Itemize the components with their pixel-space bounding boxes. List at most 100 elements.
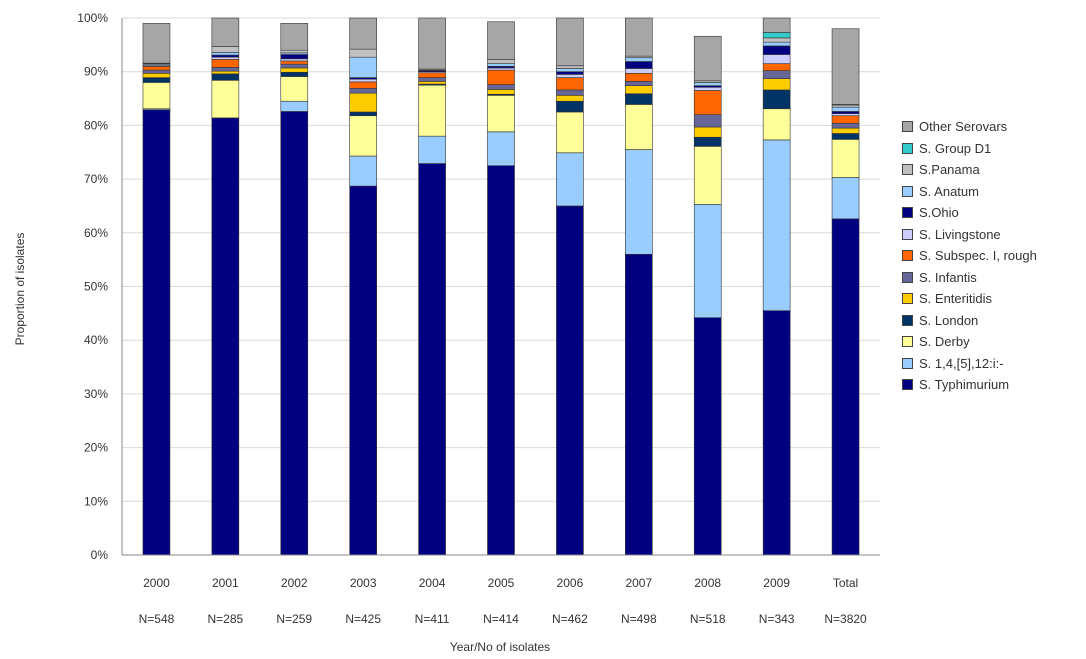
- bar-segment: [762, 41, 791, 47]
- legend-swatch: [902, 228, 913, 240]
- bar-segment: [280, 100, 309, 112]
- bar-segment: [693, 126, 722, 138]
- bar-segment: [349, 92, 377, 113]
- x-count-label: N=3820: [824, 612, 867, 626]
- bar-segment: [625, 85, 653, 95]
- bar-segment: [349, 78, 377, 83]
- legend-swatch: [902, 142, 913, 154]
- bar-segment: [142, 73, 171, 78]
- bar-segment: [762, 89, 791, 110]
- bar-segment: [556, 89, 584, 96]
- legend-label: S. Enteritidis: [919, 291, 992, 307]
- bar-segment: [762, 17, 791, 33]
- bar-segment: [142, 109, 171, 556]
- bar-segment: [349, 48, 377, 58]
- x-count-label: N=462: [552, 612, 588, 626]
- y-tick-label: 20%: [84, 441, 108, 455]
- legend-swatch: [902, 121, 913, 133]
- x-tick-label: 2004: [419, 576, 446, 590]
- bar-segment: [418, 72, 446, 78]
- bar-segment: [831, 104, 860, 108]
- y-tick-label: 50%: [84, 280, 108, 294]
- bar-segment: [280, 23, 309, 51]
- x-tick-label: 2001: [212, 576, 239, 590]
- bar-segment: [762, 139, 791, 311]
- x-count-label: N=411: [415, 612, 450, 626]
- bar-segment: [487, 67, 515, 71]
- bar-segment: [831, 177, 860, 220]
- bar-segment: [693, 136, 722, 147]
- y-tick-label: 80%: [84, 118, 108, 132]
- bar-segment: [831, 127, 860, 134]
- legend-label: S.Ohio: [919, 205, 959, 221]
- bar-segment: [211, 67, 240, 72]
- bar-segment: [349, 111, 377, 117]
- bar-segment: [418, 17, 446, 70]
- legend-item: Other Serovars: [902, 116, 1037, 138]
- bar-segment: [625, 81, 653, 86]
- x-tick-label: 2003: [350, 576, 377, 590]
- bar-segment: [487, 69, 515, 85]
- legend-item: S. Derby: [902, 331, 1037, 353]
- bar-segment: [280, 63, 309, 69]
- axes: 0% 10% 20% 30% 40% 50% 60% 70% 80% 90% 100% 2000 N=5…: [77, 11, 880, 626]
- bar-segment: [762, 310, 791, 556]
- bar-segment: [556, 71, 584, 75]
- y-tick-label: 70%: [84, 172, 108, 186]
- x-count-label: N=498: [621, 612, 657, 626]
- bar-segment: [349, 155, 377, 187]
- bar-segment: [831, 139, 860, 178]
- x-tick-label: 2000: [143, 576, 170, 590]
- bar-segment: [556, 74, 584, 78]
- legend-item: S. London: [902, 310, 1037, 332]
- bar-segment: [211, 56, 240, 60]
- bar-segment: [211, 54, 240, 58]
- x-count-label: N=425: [345, 612, 381, 626]
- bar-segment: [418, 81, 446, 85]
- bar-segment: [693, 86, 722, 91]
- legend-label: Other Serovars: [919, 119, 1008, 135]
- legend-item: S. Group D1: [902, 138, 1037, 160]
- x-count-label: N=548: [139, 612, 175, 626]
- bar-segment: [625, 253, 653, 556]
- x-count-label: N=414: [483, 612, 519, 626]
- bar-segment: [693, 82, 722, 86]
- bar-segment: [211, 70, 240, 75]
- bar-segment: [211, 117, 240, 556]
- bar-segment: [418, 84, 446, 137]
- y-tick-label: 60%: [84, 226, 108, 240]
- bar-segment: [211, 17, 240, 47]
- bar-segment: [280, 60, 309, 65]
- bar-segment: [211, 73, 240, 81]
- legend-label: S.Panama: [919, 162, 980, 178]
- bar-segment: [487, 165, 515, 556]
- bar-segment: [556, 152, 584, 207]
- bar-segment: [556, 100, 584, 113]
- bar-segment: [693, 114, 722, 128]
- x-tick-label: 2007: [625, 576, 652, 590]
- legend-label: S. Infantis: [919, 269, 977, 285]
- bar-segment: [693, 90, 722, 115]
- bar-segment: [487, 95, 515, 133]
- bar-segment: [831, 113, 860, 117]
- bar-segment: [625, 61, 653, 69]
- y-tick-label: 0%: [91, 548, 109, 562]
- bar-segment: [831, 115, 860, 124]
- bar-segment: [625, 149, 653, 255]
- bar-segment: [418, 135, 446, 164]
- y-tick-label: 40%: [84, 333, 108, 347]
- y-tick-label: 90%: [84, 65, 108, 79]
- bar-segment: [625, 104, 653, 150]
- bar-segment: [487, 63, 515, 67]
- bar-segment: [487, 59, 515, 64]
- bar-segment: [762, 63, 791, 71]
- legend-swatch: [902, 207, 913, 219]
- bar-segment: [556, 65, 584, 69]
- bar-segment: [280, 67, 309, 73]
- bar-segment: [625, 93, 653, 105]
- legend-label: S. Group D1: [919, 140, 992, 156]
- bar-segment: [349, 17, 377, 50]
- bar-segment: [831, 28, 860, 105]
- bar-segment: [693, 146, 722, 205]
- bar-segment: [625, 68, 653, 74]
